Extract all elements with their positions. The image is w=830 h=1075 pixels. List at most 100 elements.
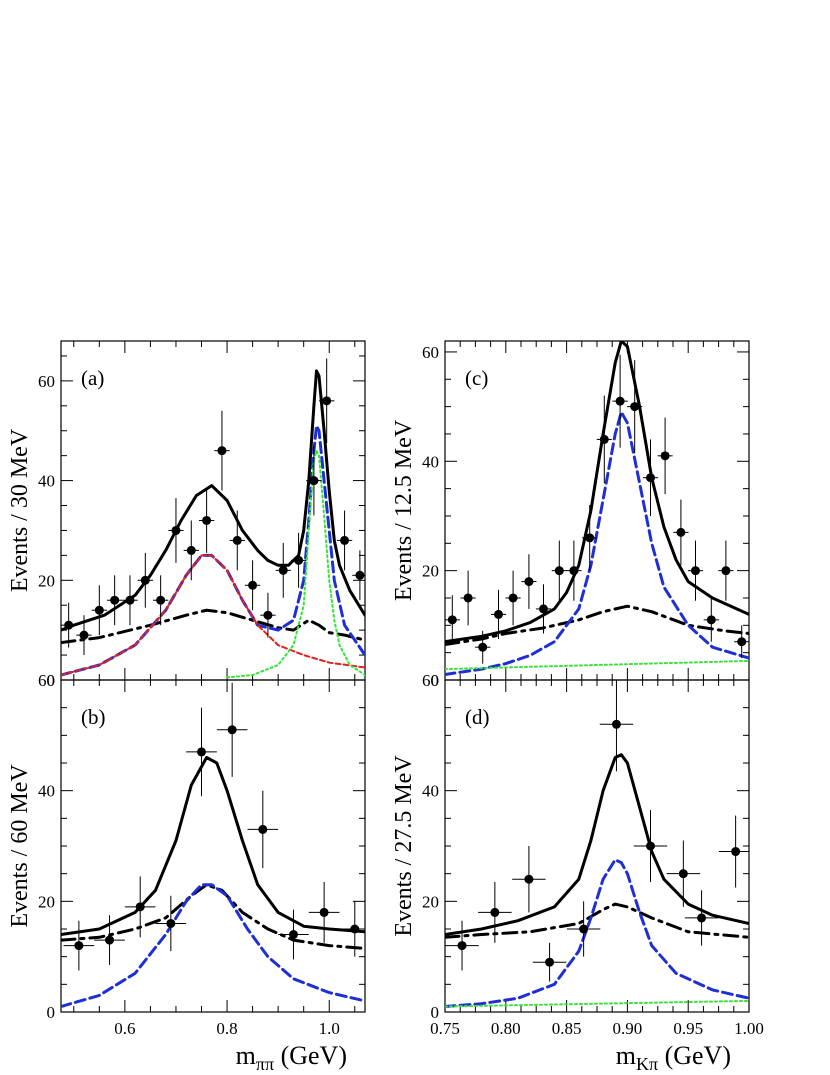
data-point — [258, 824, 268, 834]
data-point — [611, 719, 621, 729]
data-point — [690, 566, 700, 576]
y-tick-label: 60 — [422, 671, 439, 690]
data-point — [660, 451, 670, 461]
data-point — [278, 565, 288, 575]
curve-green-component — [445, 999, 749, 1008]
data-point — [447, 615, 457, 625]
data-point — [166, 918, 176, 928]
data-point — [125, 595, 135, 605]
data-point — [232, 535, 242, 545]
y-tick-label: 60 — [38, 671, 55, 690]
data-point — [545, 957, 555, 967]
data-point — [105, 935, 115, 945]
curves — [445, 341, 749, 676]
plot-frame — [444, 340, 750, 681]
y-tick-label: 60 — [422, 343, 439, 362]
x-tick-label: 0.8 — [216, 1019, 237, 1038]
y-tick-label: 0 — [431, 1003, 440, 1022]
curve-green-component — [445, 659, 749, 671]
y-tick-label: 20 — [422, 892, 439, 911]
y-tick-label: 0 — [47, 671, 56, 690]
plot-frame — [444, 679, 750, 1013]
data-point — [463, 593, 473, 603]
x-tick-label: 0.95 — [673, 1019, 703, 1038]
data-point — [186, 545, 196, 555]
curve-background — [61, 883, 365, 950]
data-point — [706, 615, 716, 625]
data-point — [478, 642, 488, 652]
data-point — [140, 575, 150, 585]
data-point — [676, 527, 686, 537]
x-tick-label: 0.6 — [114, 1019, 135, 1038]
y-tick-label: 20 — [38, 571, 55, 590]
curve-background — [445, 604, 749, 646]
curve-green-component — [226, 449, 365, 679]
data-point — [615, 396, 625, 406]
data-point — [737, 637, 747, 647]
panel-tag: (b) — [81, 705, 106, 729]
y-tick-label: 60 — [38, 372, 55, 391]
curve-total-fit — [445, 341, 749, 644]
plot-frame — [60, 679, 366, 1013]
data-point — [457, 941, 467, 951]
curve-total-fit — [61, 369, 365, 632]
data-point — [508, 593, 518, 603]
data-point — [197, 747, 207, 757]
data-point — [135, 902, 145, 912]
y-axis-label: Events / 12.5 MeV — [391, 419, 417, 601]
data-point — [309, 476, 319, 486]
data-points — [445, 680, 749, 982]
data-point — [350, 924, 360, 934]
y-tick-label: 20 — [38, 892, 55, 911]
x-tick-label: 1.0 — [319, 1019, 340, 1038]
curves — [61, 369, 365, 679]
data-point — [579, 924, 589, 934]
data-point — [340, 535, 350, 545]
curve-background — [61, 608, 365, 645]
data-point — [294, 555, 304, 565]
data-point — [322, 396, 332, 406]
y-axis-label: Events / 60 MeV — [7, 764, 33, 928]
x-axis-label: mKπ (GeV) — [616, 1041, 731, 1074]
data-point — [538, 604, 548, 614]
data-point — [94, 605, 104, 615]
y-tick-label: 40 — [422, 782, 439, 801]
curves — [61, 756, 365, 1008]
data-point — [524, 874, 534, 884]
data-point — [156, 595, 166, 605]
panel-tag: (c) — [465, 366, 488, 390]
curve-blue-component — [445, 410, 749, 676]
panel-tag: (a) — [81, 366, 104, 390]
data-point — [355, 570, 365, 580]
curve-total-fit — [61, 756, 365, 936]
panel-d: 0.75 0.80 0.85 0.90 0.95 1.00 0 20 40 60 Events / … — [391, 671, 764, 1074]
data-point — [263, 610, 273, 620]
data-point — [288, 930, 298, 940]
y-tick-label: 0 — [47, 1003, 56, 1022]
data-point — [721, 566, 731, 576]
data-point — [646, 473, 656, 483]
panel-a: 0 20 40 60 Events / 30 MeV (a) — [7, 340, 366, 690]
data-point — [524, 577, 534, 587]
data-point — [554, 566, 564, 576]
data-point — [731, 847, 741, 857]
data-points — [445, 354, 749, 664]
data-point — [319, 907, 329, 917]
data-point — [202, 515, 212, 525]
y-tick-label: 40 — [422, 452, 439, 471]
data-point — [79, 630, 89, 640]
data-point — [217, 446, 227, 456]
data-point — [171, 525, 181, 535]
curve-red-component — [61, 554, 365, 676]
panel-tag: (d) — [465, 705, 490, 729]
data-point — [227, 725, 237, 735]
data-point — [599, 434, 609, 444]
data-point — [494, 609, 504, 619]
x-tick-label: 0.85 — [552, 1019, 582, 1038]
x-tick-label: 0.90 — [613, 1019, 643, 1038]
y-tick-label: 20 — [422, 562, 439, 581]
data-point — [630, 402, 640, 412]
data-point — [646, 841, 656, 851]
curve-total-fit — [445, 753, 749, 936]
